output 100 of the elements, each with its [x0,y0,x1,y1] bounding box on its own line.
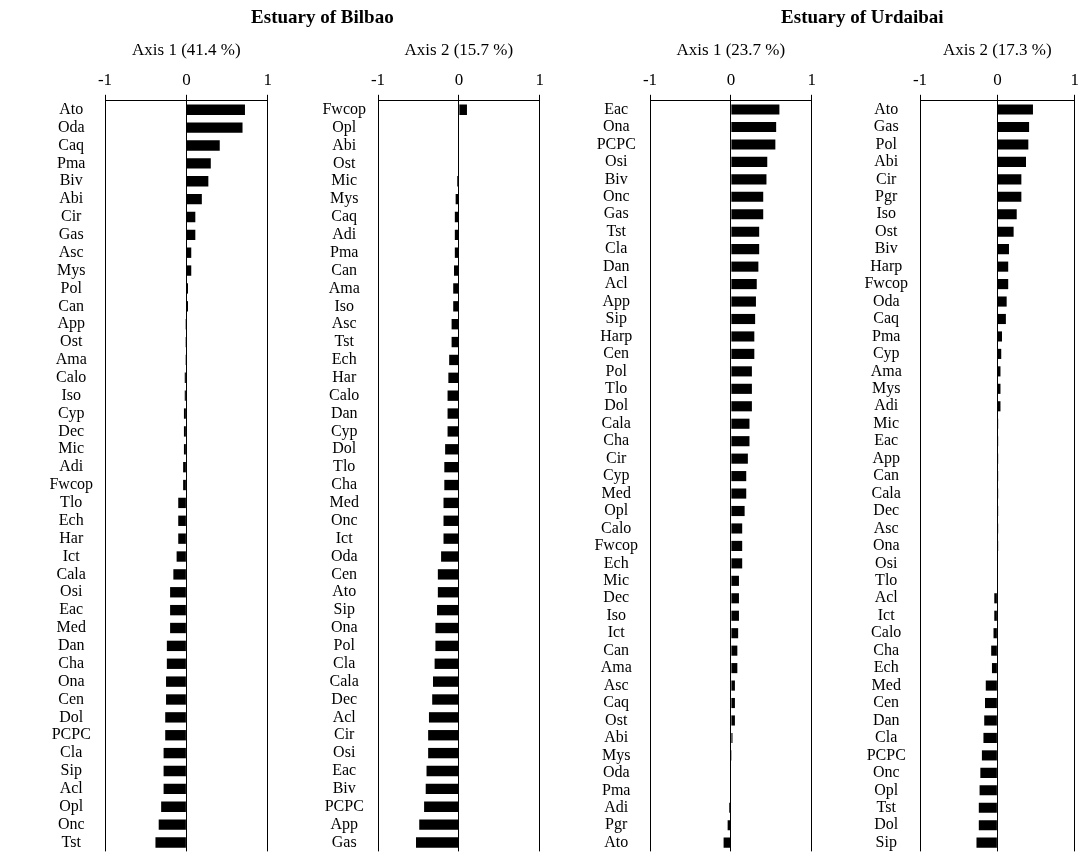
x-axis-title: Axis 1 (41.4 %) [132,39,241,59]
y-tick-label: Dol [604,396,629,414]
y-tick-label: Tst [61,832,82,850]
y-tick-label: Cen [58,689,85,707]
y-tick-label: Dec [603,588,630,606]
y-tick-label: Acl [874,588,899,606]
y-tick-label: Cala [871,483,901,501]
y-tick-label: Dan [330,403,358,421]
y-tick-label: Ech [331,350,357,368]
y-tick-label: Cala [601,413,631,431]
y-tick-label: Ato [604,832,629,850]
y-tick-label: Fwcop [49,475,93,494]
y-tick-label: Dec [873,501,900,519]
text: Estuary of Urdaibai [781,6,944,28]
y-tick-label: PCPC [596,134,636,152]
y-tick-label: Sip [605,309,627,328]
y-tick-label: Abi [332,135,357,153]
y-tick-label: Pgr [605,815,628,834]
y-tick-label: Tlo [333,457,356,475]
y-tick-label: Cha [603,431,630,449]
y-tick-label: Tst [606,221,627,239]
y-tick-label: PCPC [866,745,906,763]
y-tick-label: Oda [57,117,85,135]
y-tick-label: Pma [602,780,631,798]
y-tick-label: Ama [328,278,360,296]
y-tick-label: Eac [332,761,357,779]
y-tick-label: Calo [871,623,902,641]
y-tick-label: Pol [605,361,628,379]
y-tick-label: Oda [602,763,630,781]
y-tick-label: Pma [57,153,86,171]
y-tick-label: Abi [59,189,84,207]
x-tick-label: -1 [642,70,658,90]
y-tick-label: Oda [872,291,900,309]
y-tick-label: App [602,291,630,310]
y-tick-label: Tlo [60,493,83,511]
x-tick-label: -1 [97,70,113,90]
y-tick-label: Cala [329,671,359,689]
y-tick-label: Mys [330,189,359,208]
y-tick-label: Abi [874,152,899,170]
y-tick-label: Abi [604,728,629,746]
x-tick-label: 0 [454,70,464,90]
y-tick-label: Sip [333,600,355,619]
y-tick-label: Caq [58,135,85,154]
y-tick-label: PCPC [324,796,364,814]
y-tick-label: Har [332,368,357,386]
y-tick-label: Ama [870,361,902,379]
y-tick-label: Gas [58,225,84,243]
y-tick-label: Dan [57,636,85,654]
y-tick-label: Ost [605,710,628,728]
y-tick-label: Ona [872,536,900,554]
y-tick-label: Ost [60,332,83,350]
y-tick-label: Can [331,260,358,278]
y-tick-label: Pma [330,242,359,260]
y-tick-label: Cha [331,475,358,493]
y-tick-label: Mys [602,745,631,764]
y-tick-label: Biv [332,779,356,797]
y-tick-label: Ech [603,553,629,571]
y-tick-label: Med [56,618,86,636]
y-tick-label: Cla [333,653,356,671]
y-tick-label: Onc [330,510,358,528]
y-tick-label: Cala [56,564,86,582]
y-tick-label: Gas [331,832,357,850]
y-tick-label: Har [59,528,84,546]
y-tick-label: Biv [59,171,83,189]
y-tick-label: Cyp [330,421,358,440]
x-tick-label: -1 [370,70,386,90]
x-tick-label: 0 [993,70,1002,90]
y-tick-label: Pol [333,636,356,654]
y-tick-label: Adi [874,396,899,414]
x-axis-title: Axis 1 (23.7 %) [676,39,786,59]
y-tick-label: Pma [872,326,901,344]
y-tick-label: Biv [874,239,898,257]
y-tick-label: Gas [603,204,629,222]
y-tick-label: Caq [603,693,630,712]
y-tick-label: Pol [875,134,898,152]
y-tick-label: Pol [60,278,83,296]
y-tick-label: Ona [602,117,630,135]
y-tick-label: Ict [607,623,626,641]
y-tick-label: Pgr [875,187,898,206]
y-tick-label: Osi [60,582,83,600]
y-tick-label: Acl [332,707,357,725]
y-tick-label: Osi [605,152,628,170]
y-tick-label: Iso [606,605,626,623]
y-tick-label: Mys [57,260,86,279]
y-tick-label: Asc [331,314,357,332]
y-tick-label: Opl [874,780,899,799]
y-tick-label: Ict [62,546,81,564]
x-tick-label: 1 [1070,70,1079,90]
y-tick-label: Cha [873,640,900,658]
y-tick-label: Calo [601,518,632,536]
y-tick-label: Cha [58,653,85,671]
y-tick-label: Cyp [872,344,900,363]
y-tick-label: Oda [330,546,358,564]
x-axis-title: Axis 2 (15.7 %) [404,39,514,59]
y-tick-label: Dec [58,421,85,439]
y-tick-label: Onc [57,814,85,832]
y-tick-label: Tlo [875,571,898,589]
y-tick-label: Iso [61,385,81,403]
y-tick-label: Mic [873,413,900,431]
y-tick-label: Cir [334,725,356,743]
